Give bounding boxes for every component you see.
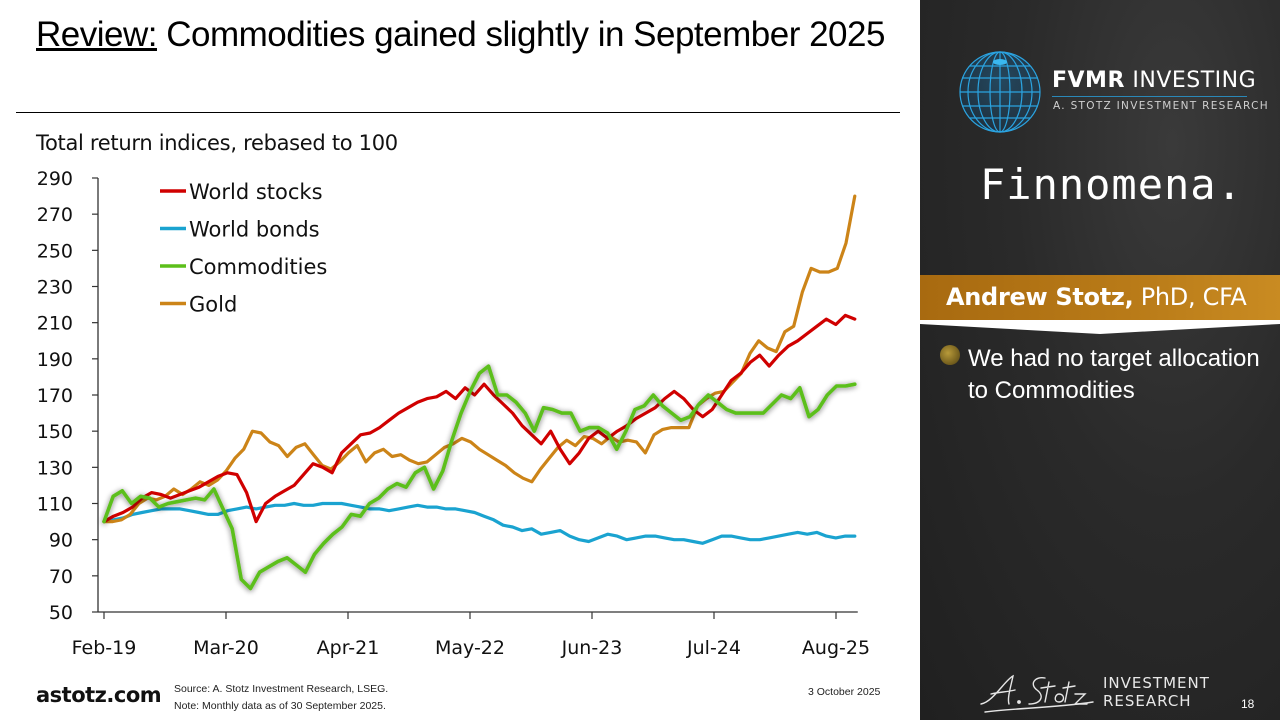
legend-label: World bonds bbox=[189, 218, 320, 242]
series-line-commodities bbox=[102, 364, 857, 591]
y-tick-label: 70 bbox=[49, 566, 73, 588]
ir-line2: RESEARCH bbox=[1103, 692, 1192, 710]
series-line-world-bonds bbox=[102, 501, 857, 545]
slide-title: Review: Commodities gained slightly in S… bbox=[36, 14, 896, 56]
y-tick-label: 90 bbox=[49, 530, 73, 552]
fvmr-rest: INVESTING bbox=[1124, 68, 1257, 93]
slide-date: 3 October 2025 bbox=[808, 686, 881, 698]
y-tick-label: 250 bbox=[37, 240, 73, 262]
banner-pointer bbox=[920, 320, 1280, 334]
bullet-text: We had no target allocation to Commoditi… bbox=[968, 345, 1260, 404]
sidebar-panel: FVMR INVESTING A. STOTZ INVESTMENT RESEA… bbox=[920, 0, 1280, 720]
x-tick-label: Jun-23 bbox=[561, 637, 623, 659]
x-tick-label: Aug-25 bbox=[802, 637, 870, 659]
y-tick-label: 130 bbox=[37, 457, 73, 479]
y-tick-label: 150 bbox=[37, 421, 73, 443]
x-tick-label: Jul-24 bbox=[686, 637, 741, 659]
fvmr-logo-text: FVMR INVESTING bbox=[1052, 68, 1256, 93]
title-text: Commodities gained slightly in September… bbox=[156, 15, 885, 54]
y-tick-label: 210 bbox=[37, 313, 73, 335]
footer-website[interactable]: astotz.com bbox=[36, 683, 162, 707]
chart-panel: Review: Commodities gained slightly in S… bbox=[16, 14, 900, 715]
y-tick-label: 110 bbox=[37, 494, 73, 516]
y-tick-label: 190 bbox=[37, 349, 73, 371]
series-line-gold bbox=[102, 194, 857, 524]
legend-label: Gold bbox=[189, 293, 237, 317]
presenter-banner: Andrew Stotz, PhD, CFA bbox=[920, 275, 1280, 320]
logo-divider bbox=[1052, 96, 1247, 97]
presenter-name: Andrew Stotz, PhD, CFA bbox=[946, 283, 1247, 311]
page-number: 18 bbox=[1241, 697, 1255, 711]
y-tick-label: 170 bbox=[37, 385, 73, 407]
note-text: Note: Monthly data as of 30 September 20… bbox=[174, 700, 386, 712]
chart-subtitle: Total return indices, rebased to 100 bbox=[36, 131, 398, 155]
legend-label: World stocks bbox=[189, 180, 323, 204]
x-tick-label: May-22 bbox=[435, 637, 505, 659]
x-tick-label: Apr-21 bbox=[317, 637, 380, 659]
signature-logo-icon bbox=[980, 674, 1094, 713]
investment-research-text: INVESTMENT RESEARCH bbox=[1103, 674, 1210, 710]
fvmr-tagline: A. STOTZ INVESTMENT RESEARCH bbox=[1053, 100, 1269, 112]
presenter-name-bold: Andrew Stotz, bbox=[946, 283, 1134, 311]
series-line-world-stocks bbox=[102, 313, 857, 524]
y-tick-label: 50 bbox=[49, 602, 73, 624]
bullet-globe-icon bbox=[940, 345, 960, 365]
source-text: Source: A. Stotz Investment Research, LS… bbox=[174, 683, 389, 695]
presenter-credentials: PhD, CFA bbox=[1133, 283, 1247, 311]
globe-logo-icon bbox=[959, 51, 1041, 133]
y-tick-label: 270 bbox=[37, 204, 73, 226]
title-divider bbox=[16, 112, 900, 113]
fvmr-bold: FVMR bbox=[1052, 68, 1125, 93]
x-tick-label: Mar-20 bbox=[193, 637, 259, 659]
footer-source: Source: A. Stotz Investment Research, LS… bbox=[174, 681, 388, 715]
legend-label: Commodities bbox=[189, 255, 327, 279]
line-chart: 50 70 90 110 130 150 170 190 210 230 250 270 290 Feb-… bbox=[37, 168, 870, 659]
y-tick-label: 290 bbox=[37, 168, 73, 190]
ir-line1: INVESTMENT bbox=[1103, 674, 1210, 692]
title-prefix: Review: bbox=[36, 15, 157, 54]
y-tick-label: 230 bbox=[37, 277, 73, 299]
finnomena-logo: Finnomena. bbox=[980, 160, 1243, 209]
x-tick-label: Feb-19 bbox=[72, 637, 137, 659]
